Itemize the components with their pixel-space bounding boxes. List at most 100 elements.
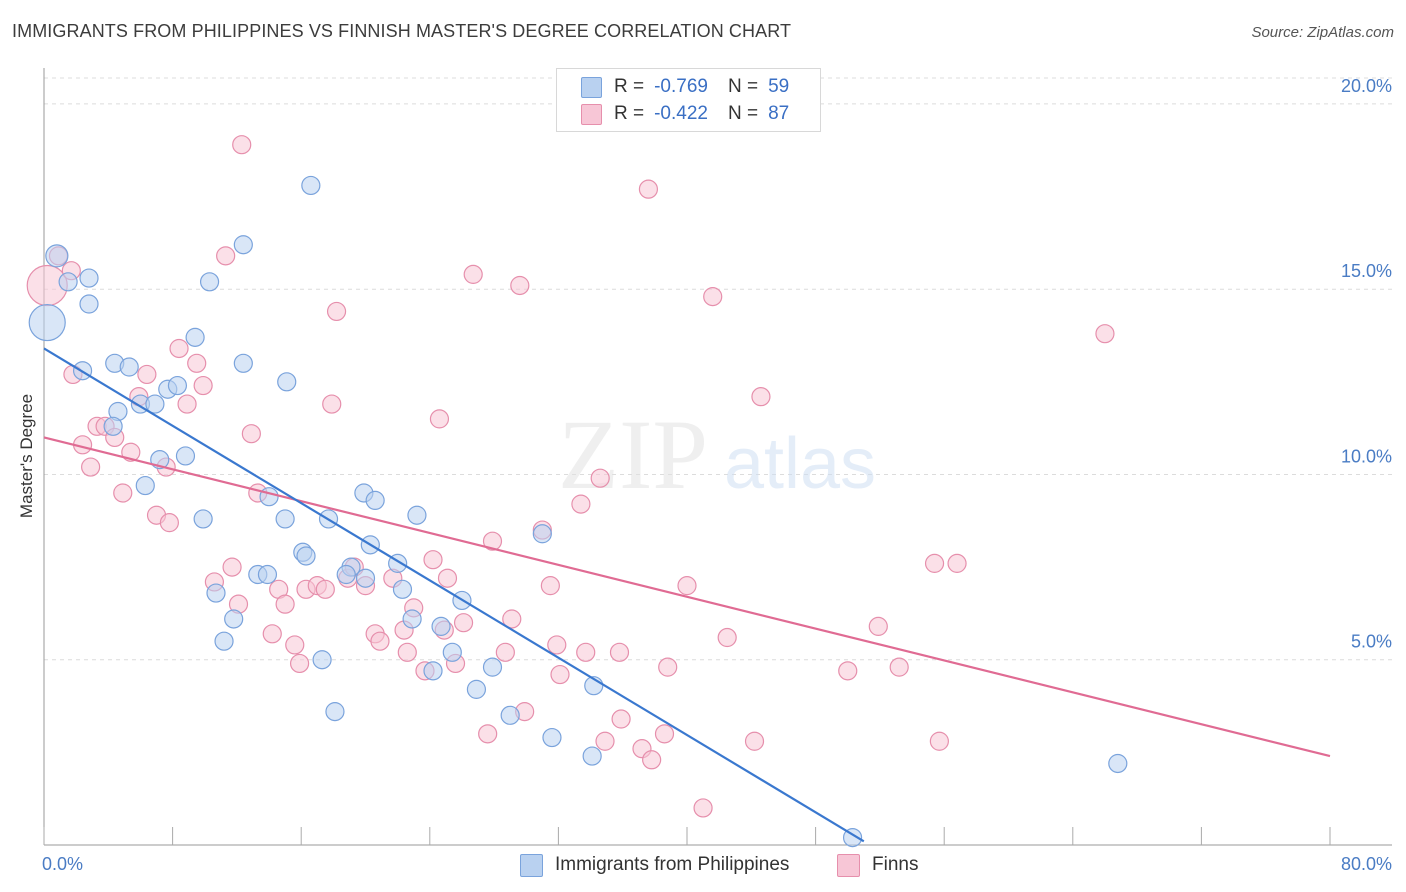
finns-point (703, 287, 723, 307)
finns-point (322, 394, 342, 414)
philippines-point (500, 705, 520, 725)
philippines-trend-line (43, 347, 865, 843)
r-value: -0.769 (654, 76, 708, 97)
philippines-point (325, 702, 345, 722)
finns-point (187, 353, 207, 373)
philippines-point (532, 524, 552, 544)
r-label: R = (614, 76, 645, 97)
finns-point (638, 179, 659, 199)
legend-label: Immigrants from Philippines (555, 854, 790, 875)
philippines-point (336, 564, 356, 585)
finns-point (81, 457, 101, 477)
philippines-point (392, 579, 413, 599)
philippines-point (355, 568, 376, 588)
watermark: ZIP atlas (558, 399, 876, 510)
finns-point (177, 394, 197, 414)
philippines-point (175, 446, 196, 466)
finns-point (285, 635, 305, 655)
philippines-point (312, 650, 332, 670)
philippines-point (185, 327, 205, 347)
finns-point (550, 664, 570, 685)
x-tick-label: 0.0% (42, 854, 83, 874)
philippines-point (119, 357, 139, 377)
philippines-point (193, 509, 213, 529)
watermark-atlas: atlas (724, 424, 876, 504)
n-label: N = (727, 103, 759, 124)
finns-trend-line (43, 436, 1331, 758)
r-value: -0.422 (654, 103, 708, 124)
philippines-point (79, 268, 99, 288)
philippines-point (466, 679, 487, 699)
finns-point (693, 798, 713, 818)
finns-point (478, 724, 498, 744)
y-tick-label: 5.0% (1351, 632, 1392, 652)
finns-point (159, 513, 179, 533)
finns-point (510, 275, 530, 296)
philippines-point (275, 509, 295, 529)
finns-point (540, 576, 560, 596)
philippines-point (402, 609, 422, 629)
finns-point (658, 657, 678, 677)
finns-point (315, 579, 335, 599)
finns-point (595, 731, 615, 751)
finns-point (547, 635, 567, 655)
legend-item-philippines: Immigrants from Philippines (520, 852, 789, 878)
finns-point (947, 553, 967, 573)
finns-point (169, 338, 189, 359)
finns-point (495, 642, 515, 662)
philippines-point (135, 475, 155, 496)
source-credit: Source: ZipAtlas.com (1251, 24, 1394, 41)
finns-point (889, 657, 909, 677)
legend-row-finns: R = -0.422 N = 87 (581, 102, 789, 126)
legend-item-finns: Finns (837, 852, 918, 878)
philippines-point (206, 583, 226, 603)
philippines-point (259, 487, 279, 507)
philippines-point (199, 272, 220, 292)
philippines-point (365, 490, 385, 511)
finns-point (744, 731, 765, 751)
finns-point (241, 424, 261, 444)
finns-point (463, 264, 483, 284)
finns-point (677, 576, 697, 596)
finns-point (113, 483, 133, 503)
finns-point (289, 653, 310, 674)
philippines-point (257, 564, 278, 585)
philippines-point (301, 175, 321, 196)
y-axis-label: Master's Degree (17, 394, 36, 518)
pink-swatch (837, 853, 860, 877)
finns-point (397, 642, 417, 662)
blue-swatch (520, 853, 543, 877)
finns-point (275, 594, 295, 614)
y-tick-label: 20.0% (1341, 76, 1392, 96)
finns-point (429, 409, 450, 429)
philippines-point (79, 294, 99, 314)
philippines-points (28, 175, 1128, 848)
finns-point (262, 624, 282, 644)
legend-label: Finns (872, 854, 919, 875)
y-tick-labels: 5.0% 10.0% 15.0% 20.0% (1341, 76, 1392, 652)
finns-point (370, 631, 390, 651)
philippines-point (1108, 753, 1128, 774)
chart-title: IMMIGRANTS FROM PHILIPPINES VS FINNISH M… (12, 21, 792, 41)
pink-swatch (581, 103, 602, 125)
n-value: 59 (768, 76, 790, 97)
legend-row-philippines: R = -0.769 N = 59 (581, 75, 789, 99)
philippines-point (442, 642, 462, 662)
philippines-point (233, 235, 253, 255)
finns-point (642, 750, 662, 770)
x-tick-label: 80.0% (1341, 854, 1392, 874)
finns-point (216, 246, 236, 266)
finns-point (502, 609, 522, 629)
philippines-point (58, 272, 78, 292)
n-value: 87 (768, 103, 790, 124)
philippines-point (145, 394, 165, 414)
watermark-zip: ZIP (558, 399, 708, 510)
philippines-point (277, 372, 297, 392)
y-tick-label: 10.0% (1341, 446, 1392, 466)
finns-point (609, 642, 630, 662)
finns-point (838, 661, 858, 681)
finns-point (453, 613, 474, 633)
finns-point (1095, 324, 1115, 344)
finns-point (326, 301, 347, 322)
